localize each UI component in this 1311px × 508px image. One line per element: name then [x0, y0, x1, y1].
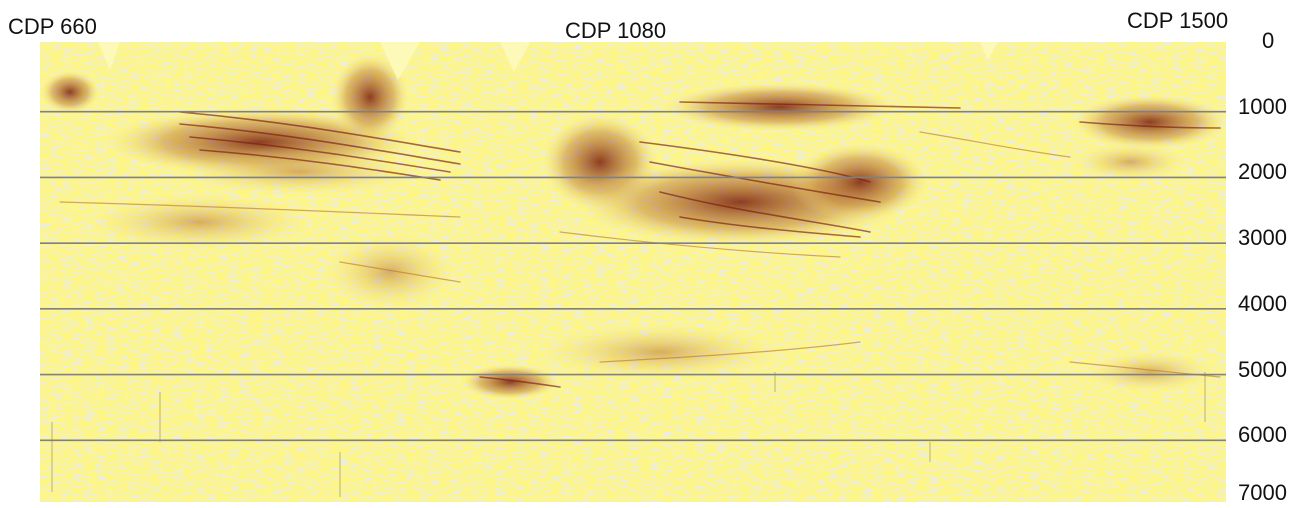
trace-artifacts: [51, 372, 1206, 497]
time-gridlines: [40, 110, 1226, 442]
cdp-label-right: CDP 1500: [1127, 8, 1229, 33]
time-tick-label: 0: [1262, 28, 1275, 53]
time-tick-label: 5000: [1238, 356, 1287, 382]
time-tick-label: 2000: [1238, 159, 1287, 185]
reflector-streaks: [59, 101, 1221, 388]
time-tick-label: 7000: [1238, 480, 1287, 505]
time-tick-label: 3000: [1238, 225, 1287, 251]
time-tick-label: 4000: [1238, 290, 1287, 316]
seismic-section: [40, 42, 1226, 502]
cdp-label-center: CDP 1080: [565, 18, 667, 43]
top-gaps: [98, 42, 998, 80]
time-tick-label: 1000: [1238, 93, 1287, 119]
cdp-label-left: CDP 660: [8, 14, 97, 39]
time-tick-label: 6000: [1238, 422, 1287, 448]
